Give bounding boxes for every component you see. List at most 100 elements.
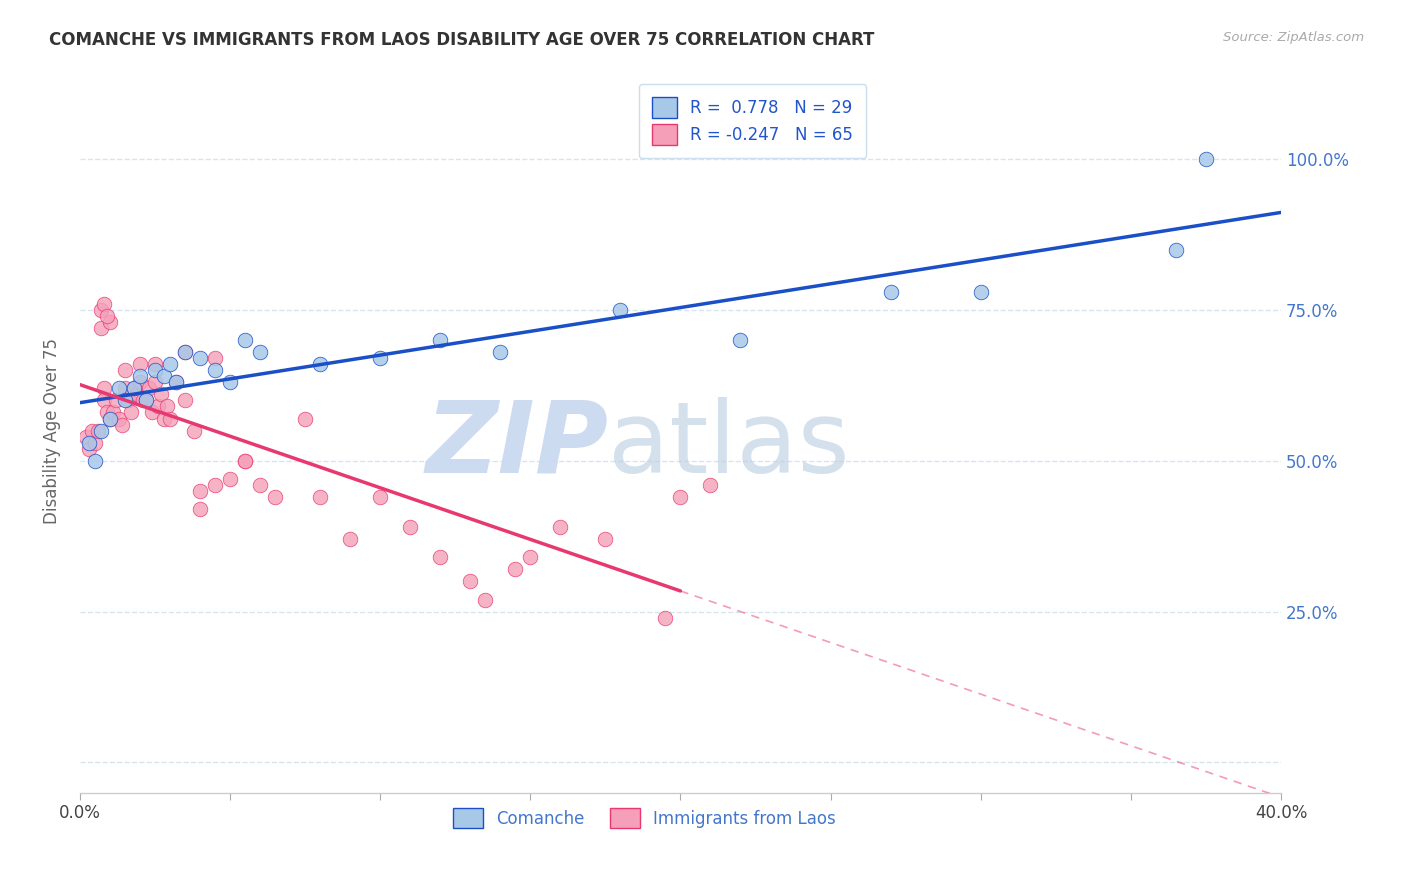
Point (519, 550, 541, 565)
Point (165, 376, 187, 390)
Point (75, 429, 97, 443)
Point (159, 357, 181, 371)
Point (550, 520, 572, 534)
Point (138, 381, 160, 395)
Point (609, 302, 631, 317)
Point (83, 435, 105, 450)
Point (83, 454, 105, 468)
Point (233, 454, 256, 468)
Point (204, 363, 226, 377)
Legend: Comanche, Immigrants from Laos: Comanche, Immigrants from Laos (446, 801, 842, 835)
Point (368, 490, 391, 504)
Point (114, 393, 136, 408)
Point (96, 405, 118, 419)
Point (93, 381, 115, 395)
Point (1164, 243, 1187, 257)
Point (309, 490, 332, 504)
Point (156, 400, 179, 414)
Point (474, 592, 496, 607)
Point (489, 345, 512, 359)
Point (165, 376, 187, 390)
Point (90, 424, 112, 438)
Point (153, 369, 176, 384)
Point (129, 357, 152, 371)
Point (159, 411, 181, 425)
Point (458, 574, 481, 589)
Point (80, 424, 103, 438)
Point (141, 405, 163, 419)
Point (96, 309, 118, 323)
Point (368, 351, 391, 366)
Point (143, 363, 166, 377)
Point (233, 333, 256, 347)
Point (143, 376, 166, 390)
Point (219, 472, 242, 486)
Point (174, 345, 197, 359)
Point (174, 393, 197, 408)
Point (204, 478, 226, 492)
Point (595, 532, 617, 546)
Point (87, 424, 110, 438)
Point (122, 381, 145, 395)
Point (132, 393, 155, 408)
Point (294, 411, 316, 425)
Point (108, 411, 131, 425)
Text: atlas: atlas (609, 397, 851, 493)
Point (117, 393, 139, 408)
Point (129, 369, 152, 384)
Y-axis label: Disability Age Over 75: Disability Age Over 75 (44, 337, 60, 524)
Point (135, 393, 157, 408)
Point (699, 478, 721, 492)
Text: COMANCHE VS IMMIGRANTS FROM LAOS DISABILITY AGE OVER 75 CORRELATION CHART: COMANCHE VS IMMIGRANTS FROM LAOS DISABIL… (49, 31, 875, 49)
Point (125, 387, 148, 401)
Point (146, 400, 169, 414)
Point (149, 387, 172, 401)
Point (503, 562, 526, 576)
Point (114, 363, 136, 377)
Point (204, 351, 226, 366)
Point (669, 490, 692, 504)
Point (129, 376, 152, 390)
Point (90, 302, 112, 317)
Point (108, 381, 131, 395)
Point (654, 610, 676, 624)
Point (93, 393, 115, 408)
Point (339, 532, 361, 546)
Point (429, 333, 451, 347)
Point (143, 357, 166, 371)
Text: ZIP: ZIP (426, 397, 609, 493)
Point (93, 297, 115, 311)
Point (188, 502, 211, 516)
Point (77, 435, 100, 450)
Point (77, 442, 100, 456)
Point (98, 411, 121, 425)
Point (233, 454, 256, 468)
Point (135, 393, 157, 408)
Point (104, 393, 127, 408)
Point (730, 333, 752, 347)
Point (219, 376, 242, 390)
Point (98, 315, 121, 329)
Point (249, 478, 271, 492)
Point (111, 417, 134, 432)
Point (249, 345, 271, 359)
Point (264, 490, 287, 504)
Point (1195, 152, 1218, 166)
Point (114, 381, 136, 395)
Point (429, 550, 451, 565)
Point (970, 285, 993, 299)
Point (122, 381, 145, 395)
Point (98, 411, 121, 425)
Point (153, 411, 176, 425)
Text: Source: ZipAtlas.com: Source: ZipAtlas.com (1223, 31, 1364, 45)
Point (174, 345, 197, 359)
Point (183, 424, 205, 438)
Point (120, 405, 142, 419)
Point (399, 520, 422, 534)
Point (101, 405, 124, 419)
Point (90, 321, 112, 335)
Point (879, 285, 901, 299)
Point (309, 357, 332, 371)
Point (188, 351, 211, 366)
Point (188, 483, 211, 498)
